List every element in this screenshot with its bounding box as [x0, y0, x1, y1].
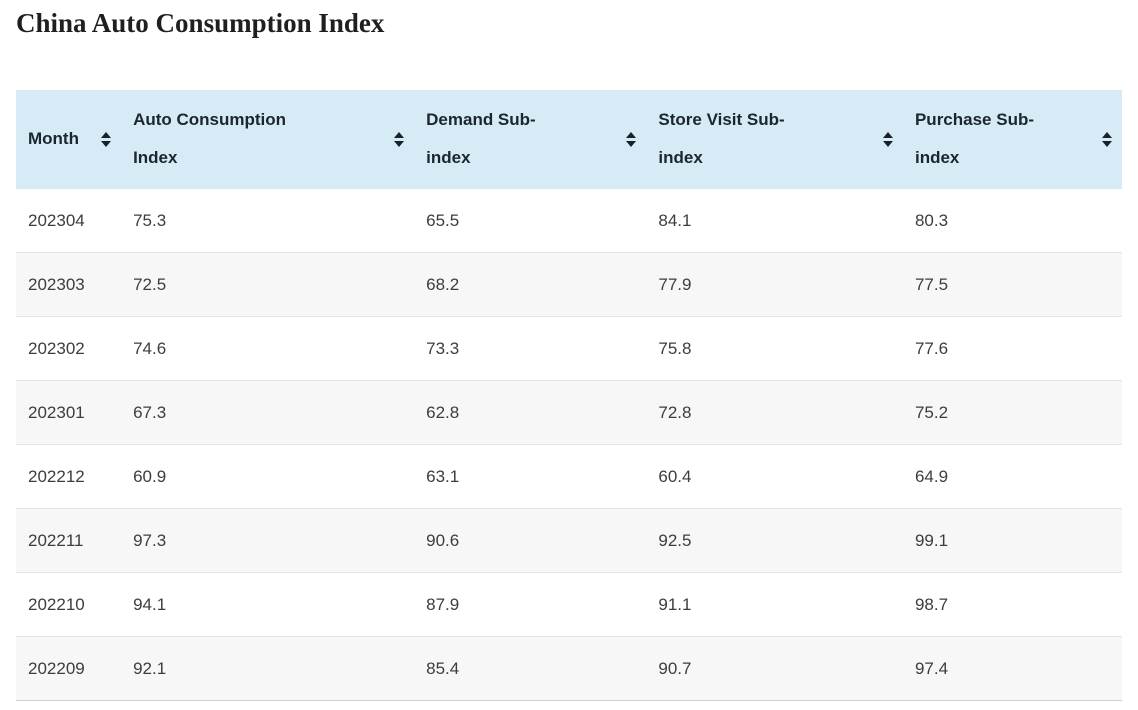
- cell-demand-sub-index: 65.5: [426, 210, 460, 230]
- column-header-inner: Auto Consumption Index: [121, 101, 414, 177]
- cell-store-visit-sub-index: 92.5: [658, 530, 692, 550]
- column-header-purchase-sub-index[interactable]: Purchase Sub- index: [902, 89, 1122, 189]
- cell-purchase-sub-index: 75.2: [914, 402, 949, 422]
- cell-month: 202303: [28, 274, 85, 294]
- cell-demand-sub-index: 68.2: [426, 274, 460, 294]
- cell-store-visit-sub-index: 77.9: [658, 274, 692, 294]
- column-header-inner: Purchase Sub- index: [903, 101, 1122, 177]
- cell-purchase-sub-index: 77.6: [914, 338, 949, 358]
- sort-arrows-icon[interactable]: [882, 131, 893, 147]
- cell-demand-sub-index: 73.3: [426, 338, 460, 358]
- cell-purchase-sub-index: 97.4: [914, 658, 949, 678]
- cell-purchase-sub-index: 99.1: [914, 530, 949, 550]
- cell-month: 202304: [28, 210, 85, 230]
- cell-store-visit-sub-index: 72.8: [658, 402, 692, 422]
- sort-arrows-icon[interactable]: [394, 131, 405, 147]
- header-row: Month Auto Consumption Index Demand Sub- i…: [16, 89, 1122, 189]
- cell-store-visit-sub-index: 90.7: [658, 658, 692, 678]
- table-row: 202301 67.3 62.8 72.8 75.2: [16, 380, 1122, 445]
- cell-store-visit-sub-index: 60.4: [658, 466, 692, 486]
- column-label-auto-consumption-index: Auto Consumption Index: [133, 110, 287, 168]
- table-row: 202209 92.1 85.4 90.7 97.4: [16, 636, 1122, 701]
- cell-month: 202209: [28, 658, 85, 678]
- table-row: 202211 97.3 90.6 92.5 99.1: [16, 508, 1122, 573]
- cell-store-visit-sub-index: 75.8: [658, 338, 692, 358]
- cell-auto-consumption-index: 75.3: [133, 210, 167, 230]
- sort-arrows-icon[interactable]: [1102, 131, 1112, 147]
- table-body: 202304 75.3 65.5 84.1 80.3 202303 72.5 68.2 77.9…: [16, 188, 1122, 701]
- cell-demand-sub-index: 63.1: [426, 466, 460, 486]
- table-row: 202212 60.9 63.1 60.4 64.9: [16, 444, 1122, 509]
- cell-auto-consumption-index: 92.1: [133, 658, 167, 678]
- cell-store-visit-sub-index: 84.1: [658, 210, 692, 230]
- cell-month: 202302: [28, 338, 85, 358]
- sort-descending-icon: [1102, 140, 1112, 147]
- column-header-inner: Month: [16, 120, 121, 158]
- sort-descending-icon: [882, 140, 893, 147]
- cell-auto-consumption-index: 60.9: [133, 466, 167, 486]
- column-header-inner: Demand Sub- index: [414, 101, 646, 177]
- cell-auto-consumption-index: 72.5: [133, 274, 167, 294]
- cell-auto-consumption-index: 67.3: [133, 402, 167, 422]
- sort-descending-icon: [394, 140, 405, 147]
- column-label-store-visit-sub-index: Store Visit Sub- index: [658, 110, 785, 168]
- cell-purchase-sub-index: 98.7: [914, 594, 949, 614]
- cell-store-visit-sub-index: 91.1: [658, 594, 692, 614]
- sort-descending-icon: [626, 140, 637, 147]
- cell-auto-consumption-index: 97.3: [133, 530, 167, 550]
- column-header-month[interactable]: Month: [16, 89, 122, 189]
- column-header-demand-sub-index[interactable]: Demand Sub- index: [414, 89, 647, 189]
- table-row: 202210 94.1 87.9 91.1 98.7: [16, 572, 1122, 637]
- cell-purchase-sub-index: 80.3: [914, 210, 949, 230]
- page-title: China Auto Consumption Index: [16, 8, 385, 38]
- column-label-purchase-sub-index: Purchase Sub- index: [914, 110, 1035, 168]
- column-header-inner: Store Visit Sub- index: [646, 101, 903, 177]
- sort-ascending-icon: [1102, 131, 1112, 138]
- column-header-auto-consumption-index[interactable]: Auto Consumption Index: [121, 89, 415, 189]
- cell-month: 202301: [28, 402, 85, 422]
- cell-demand-sub-index: 90.6: [426, 530, 460, 550]
- sort-arrows-icon[interactable]: [101, 131, 112, 147]
- cell-demand-sub-index: 62.8: [426, 402, 460, 422]
- auto-consumption-index-table: Month Auto Consumption Index Demand Sub- i…: [16, 89, 1122, 702]
- cell-month: 202210: [28, 594, 85, 614]
- cell-demand-sub-index: 87.9: [426, 594, 460, 614]
- sort-ascending-icon: [101, 131, 112, 138]
- column-label-demand-sub-index: Demand Sub- index: [426, 110, 536, 168]
- table-row: 202302 74.6 73.3 75.8 77.6: [16, 316, 1122, 381]
- column-label-month: Month: [28, 129, 79, 149]
- sort-arrows-icon[interactable]: [626, 131, 637, 147]
- table-row: 202304 75.3 65.5 84.1 80.3: [16, 188, 1122, 253]
- cell-month: 202211: [28, 530, 84, 550]
- sort-descending-icon: [101, 140, 112, 147]
- sort-ascending-icon: [394, 131, 405, 138]
- cell-month: 202212: [28, 466, 85, 486]
- cell-auto-consumption-index: 94.1: [133, 594, 167, 614]
- cell-purchase-sub-index: 77.5: [914, 274, 949, 294]
- sort-ascending-icon: [626, 131, 637, 138]
- cell-purchase-sub-index: 64.9: [914, 466, 949, 486]
- sort-ascending-icon: [882, 131, 893, 138]
- column-header-store-visit-sub-index[interactable]: Store Visit Sub- index: [646, 89, 903, 189]
- table-row: 202303 72.5 68.2 77.9 77.5: [16, 252, 1122, 317]
- cell-demand-sub-index: 85.4: [426, 658, 460, 678]
- cell-auto-consumption-index: 74.6: [133, 338, 167, 358]
